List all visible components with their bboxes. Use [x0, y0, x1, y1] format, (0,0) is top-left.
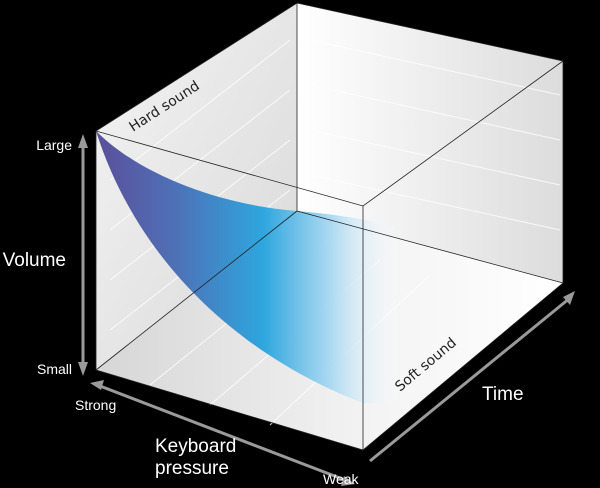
pressure-arrow-right-head [341, 476, 355, 486]
pressure-axis-label-2: pressure [155, 458, 229, 479]
pressure-strong-label: Strong [75, 397, 116, 413]
time-arrow-head [563, 291, 575, 305]
left-wall [96, 3, 297, 370]
pressure-arrow-left-head [90, 380, 104, 390]
pressure-weak-label: Weak [323, 471, 360, 487]
pressure-arrow [99, 384, 346, 482]
volume-axis-label: Volume [3, 250, 66, 271]
volume-arrow-down-head [78, 362, 88, 376]
back-wall [297, 3, 563, 283]
pressure-axis-label-1: Keyboard [155, 436, 236, 457]
volume-large-label: Large [36, 137, 72, 153]
volume-arrow-up-head [78, 134, 88, 148]
time-axis-label: Time [482, 384, 524, 405]
time-arrow [369, 296, 571, 463]
sound-surface [96, 131, 430, 404]
volume-small-label: Small [37, 361, 72, 377]
cube-edges [95, 2, 564, 451]
